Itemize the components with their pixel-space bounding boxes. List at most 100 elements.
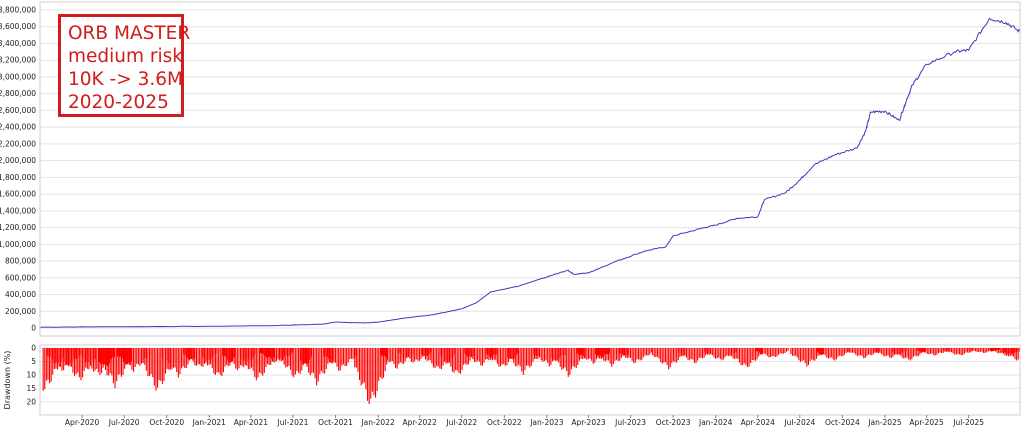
drawdown-bar [820, 348, 822, 356]
drawdown-bar [463, 348, 465, 365]
drawdown-y-tick-label: 10 [26, 370, 36, 379]
drawdown-bar [861, 348, 863, 357]
drawdown-bar [591, 348, 593, 361]
drawdown-bar [701, 348, 703, 359]
drawdown-bar [918, 348, 920, 352]
drawdown-bar [866, 348, 868, 356]
drawdown-bar [398, 348, 400, 365]
drawdown-bar [925, 348, 927, 353]
drawdown-bar [331, 348, 333, 364]
drawdown-bar [78, 348, 80, 378]
drawdown-bar [578, 348, 580, 361]
drawdown-bar [547, 348, 549, 363]
drawdown-bar [426, 348, 428, 361]
drawdown-bar [496, 348, 498, 364]
drawdown-bar [465, 348, 467, 356]
equity-y-tick-label: 3,800,000 [0, 6, 36, 15]
drawdown-bar [412, 348, 414, 363]
drawdown-bar [847, 348, 849, 352]
drawdown-bar [303, 348, 305, 364]
drawdown-bar [889, 348, 891, 358]
drawdown-bar [803, 348, 805, 361]
drawdown-bar [126, 348, 128, 364]
drawdown-bar [385, 348, 387, 358]
drawdown-bars [42, 348, 1020, 405]
drawdown-bar [399, 348, 401, 354]
drawdown-bar [325, 348, 327, 357]
drawdown-bar [602, 348, 604, 358]
drawdown-bar [106, 348, 108, 376]
drawdown-bar [243, 348, 245, 360]
drawdown-bar [384, 348, 386, 371]
drawdown-bar [72, 348, 74, 373]
drawdown-bar [142, 348, 144, 364]
drawdown-bar [415, 348, 417, 360]
x-tick-label: Jul-2021 [277, 418, 309, 427]
drawdown-bar [179, 348, 181, 375]
drawdown-bar [852, 348, 854, 353]
drawdown-bar [227, 348, 229, 361]
drawdown-bar [501, 348, 503, 365]
drawdown-bar [834, 348, 836, 361]
drawdown-bar [50, 348, 52, 357]
drawdown-bar [117, 348, 119, 357]
drawdown-bar [716, 348, 718, 359]
drawdown-bar [920, 348, 922, 352]
drawdown-bar [947, 348, 949, 353]
drawdown-bar [514, 348, 516, 367]
drawdown-bar [506, 348, 508, 358]
drawdown-bar [639, 348, 641, 361]
drawdown-bar [579, 348, 581, 355]
drawdown-bar [887, 348, 889, 356]
drawdown-bar [967, 348, 969, 350]
drawdown-bar [963, 348, 965, 354]
drawdown-bar [994, 348, 996, 352]
drawdown-bar [804, 348, 806, 363]
drawdown-bar [453, 348, 455, 373]
drawdown-bar [137, 348, 139, 365]
drawdown-bar [206, 348, 208, 366]
drawdown-axis-label: Drawdown (%) [3, 351, 12, 410]
drawdown-bar [551, 348, 553, 358]
drawdown-bar [946, 348, 948, 352]
drawdown-bar [336, 348, 338, 367]
drawdown-bar [301, 348, 303, 364]
x-tick-label: Jul-2025 [952, 418, 984, 427]
drawdown-bar [136, 348, 138, 364]
drawdown-bar [554, 348, 556, 361]
drawdown-bar [984, 348, 986, 353]
drawdown-bar [176, 348, 178, 372]
drawdown-y-tick-label: 15 [26, 384, 36, 393]
drawdown-bar [447, 348, 449, 364]
drawdown-y-ticks: 0 5 10 15 20 [26, 344, 36, 407]
drawdown-bar [80, 348, 82, 381]
drawdown-bar [202, 348, 204, 357]
drawdown-bar [437, 348, 439, 367]
drawdown-bar [669, 348, 671, 368]
drawdown-bar [69, 348, 71, 365]
drawdown-bar [790, 348, 792, 355]
drawdown-bar [809, 348, 811, 362]
drawdown-bar [920, 348, 922, 353]
drawdown-bar [784, 348, 786, 353]
drawdown-bar [63, 348, 65, 371]
drawdown-bar [933, 348, 935, 356]
drawdown-bar [570, 348, 572, 370]
drawdown-bar [117, 348, 119, 375]
drawdown-bar [837, 348, 839, 357]
x-tick-label: Jul-2024 [783, 418, 815, 427]
x-tick-label: Apr-2023 [571, 418, 606, 427]
drawdown-bar [863, 348, 865, 359]
drawdown-bar [259, 348, 261, 373]
drawdown-bar [114, 348, 116, 389]
drawdown-bar [584, 348, 586, 359]
drawdown-bar [522, 348, 524, 375]
drawdown-bar [754, 348, 756, 361]
drawdown-bar [252, 348, 254, 371]
drawdown-bar [492, 348, 494, 361]
drawdown-bar [815, 348, 817, 359]
drawdown-bar [294, 348, 296, 375]
drawdown-bar [869, 348, 871, 355]
drawdown-bar [976, 348, 978, 352]
drawdown-bar [901, 348, 903, 358]
